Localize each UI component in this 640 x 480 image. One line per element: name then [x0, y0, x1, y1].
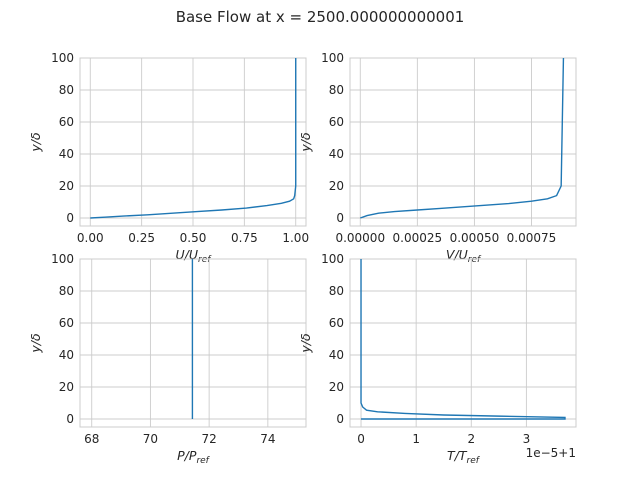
- series-line: [360, 57, 565, 219]
- y-tick-label: 80: [329, 284, 344, 298]
- x-axis-label-main: P/P: [177, 448, 197, 463]
- subplots: 0.00 0.25 0.50 0.75 1.00020406080100U/Urefy/…: [28, 51, 577, 466]
- figure-title: Base Flow at x = 2500.000000000001: [176, 8, 465, 26]
- x-axis-label: T/Tref: [447, 448, 481, 466]
- x-tick-label: 2: [467, 432, 475, 446]
- x-tick-label: 68: [84, 432, 99, 446]
- y-tick-label: 100: [51, 51, 74, 65]
- x-tick-label: 0.00025: [393, 231, 443, 245]
- y-tick-label: 20: [59, 179, 74, 193]
- x-axis-label: P/Pref: [177, 448, 211, 466]
- x-tick-label: 0.00075: [507, 231, 557, 245]
- x-tick-label: 0.75: [231, 231, 258, 245]
- plot-frame: [79, 57, 307, 227]
- x-axis-label-subscript: ref: [468, 255, 482, 265]
- y-tick-label: 0: [66, 211, 74, 225]
- subplot-2: 0.00000 0.00025 0.00050 0.00075 0 20 40 60 80 100…: [298, 51, 577, 265]
- x-axis-label: U/Uref: [176, 247, 213, 265]
- y-tick-label: 60: [329, 115, 344, 129]
- x-axis-label-main: T/T: [447, 448, 468, 463]
- x-tick-label: 0.00050: [450, 231, 500, 245]
- y-tick-label: 20: [329, 380, 344, 394]
- y-tick-label: 20: [59, 380, 74, 394]
- series-line: [90, 58, 297, 219]
- x-tick-label: 72: [202, 432, 217, 446]
- x-tick-label: 0.25: [128, 231, 155, 245]
- y-tick-label: 60: [59, 115, 74, 129]
- y-tick-label: 100: [321, 51, 344, 65]
- y-axis-label: y/δ: [28, 132, 43, 153]
- x-tick-label: 70: [143, 432, 158, 446]
- y-tick-label: 100: [51, 252, 74, 266]
- y-tick-label: 40: [59, 147, 74, 161]
- y-tick-label: 100: [321, 252, 344, 266]
- y-axis-label: y/δ: [298, 132, 313, 153]
- y-axis-label: y/δ: [28, 333, 43, 354]
- x-axis-label-subscript: ref: [196, 456, 210, 466]
- x-tick-label: 3: [523, 432, 531, 446]
- y-tick-label: 80: [59, 83, 74, 97]
- y-tick-label: 20: [329, 179, 344, 193]
- x-axis-label-subscript: ref: [467, 456, 481, 466]
- x-axis-label-main: U/U: [176, 247, 199, 262]
- y-axis-label: y/δ: [298, 333, 313, 354]
- x-axis-label-main: V/U: [446, 247, 468, 262]
- x-tick-label: 1.00: [282, 231, 309, 245]
- plot-frame: [349, 57, 577, 227]
- x-offset-text: 1e−5+1: [526, 446, 576, 460]
- x-axis-label: V/Uref: [446, 247, 482, 265]
- y-tick-label: 40: [59, 348, 74, 362]
- x-tick-label: 0.00000: [335, 231, 385, 245]
- x-tick-label: 1: [412, 432, 420, 446]
- y-tick-label: 80: [329, 83, 344, 97]
- plot-frame: [349, 258, 577, 428]
- series-line: [360, 259, 566, 420]
- x-tick-label: 0: [357, 432, 365, 446]
- y-tick-label: 40: [329, 348, 344, 362]
- subplot-1: 0.00 0.25 0.50 0.75 1.00 0 20 40 60 80 100 U/Uref y/…: [28, 51, 309, 265]
- y-tick-label: 0: [66, 412, 74, 426]
- y-tick-label: 0: [336, 211, 344, 225]
- y-tick-label: 60: [329, 316, 344, 330]
- x-axis-label-subscript: ref: [198, 255, 212, 265]
- y-tick-label: 60: [59, 316, 74, 330]
- x-tick-label: 74: [260, 432, 275, 446]
- y-tick-label: 0: [336, 412, 344, 426]
- y-tick-label: 40: [329, 147, 344, 161]
- x-tick-label: 0.00: [77, 231, 104, 245]
- x-tick-label: 0.50: [180, 231, 207, 245]
- y-tick-label: 80: [59, 284, 74, 298]
